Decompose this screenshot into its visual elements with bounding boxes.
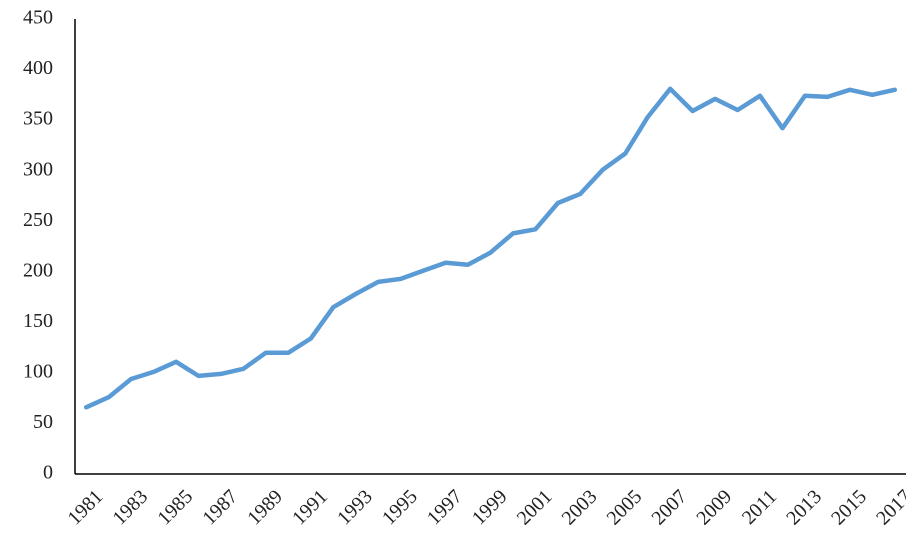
y-tick-label: 250 [23, 209, 53, 231]
x-tick-label: 1993 [333, 486, 377, 530]
x-tick-label: 2007 [647, 486, 691, 530]
x-tick-label: 2001 [513, 486, 557, 530]
y-tick-label: 0 [43, 462, 53, 484]
x-tick-label: 1983 [108, 486, 152, 530]
x-tick-label: 2015 [827, 486, 871, 530]
y-tick-label: 450 [23, 7, 53, 29]
line [86, 89, 895, 408]
x-tick-label: 2009 [692, 486, 736, 530]
y-tick-label: 100 [23, 360, 53, 382]
y-tick-label: 200 [23, 259, 53, 281]
y-tick-label: 150 [23, 310, 53, 332]
x-tick-label: 2005 [603, 486, 647, 530]
x-tick-label: 2003 [558, 486, 602, 530]
y-tick-label: 50 [33, 411, 53, 433]
x-tick-label: 1981 [64, 486, 108, 530]
y-tick-label: 400 [23, 57, 53, 79]
y-tick-label: 300 [23, 158, 53, 180]
x-tick-label: 1991 [288, 486, 332, 530]
y-tick-label: 350 [23, 108, 53, 130]
x-tick-label: 1995 [378, 486, 422, 530]
x-tick-label: 2017 [872, 486, 906, 530]
x-tick-label: 2013 [782, 486, 826, 530]
x-tick-label: 1987 [198, 486, 242, 530]
x-tick-label: 1997 [423, 486, 467, 530]
x-tick-label: 2011 [738, 486, 781, 529]
x-tick-label: 1989 [243, 486, 287, 530]
chart: 0501001502002503003504004501981198319851… [0, 0, 906, 546]
x-tick-label: 1999 [468, 486, 512, 530]
x-tick-label: 1985 [153, 486, 197, 530]
